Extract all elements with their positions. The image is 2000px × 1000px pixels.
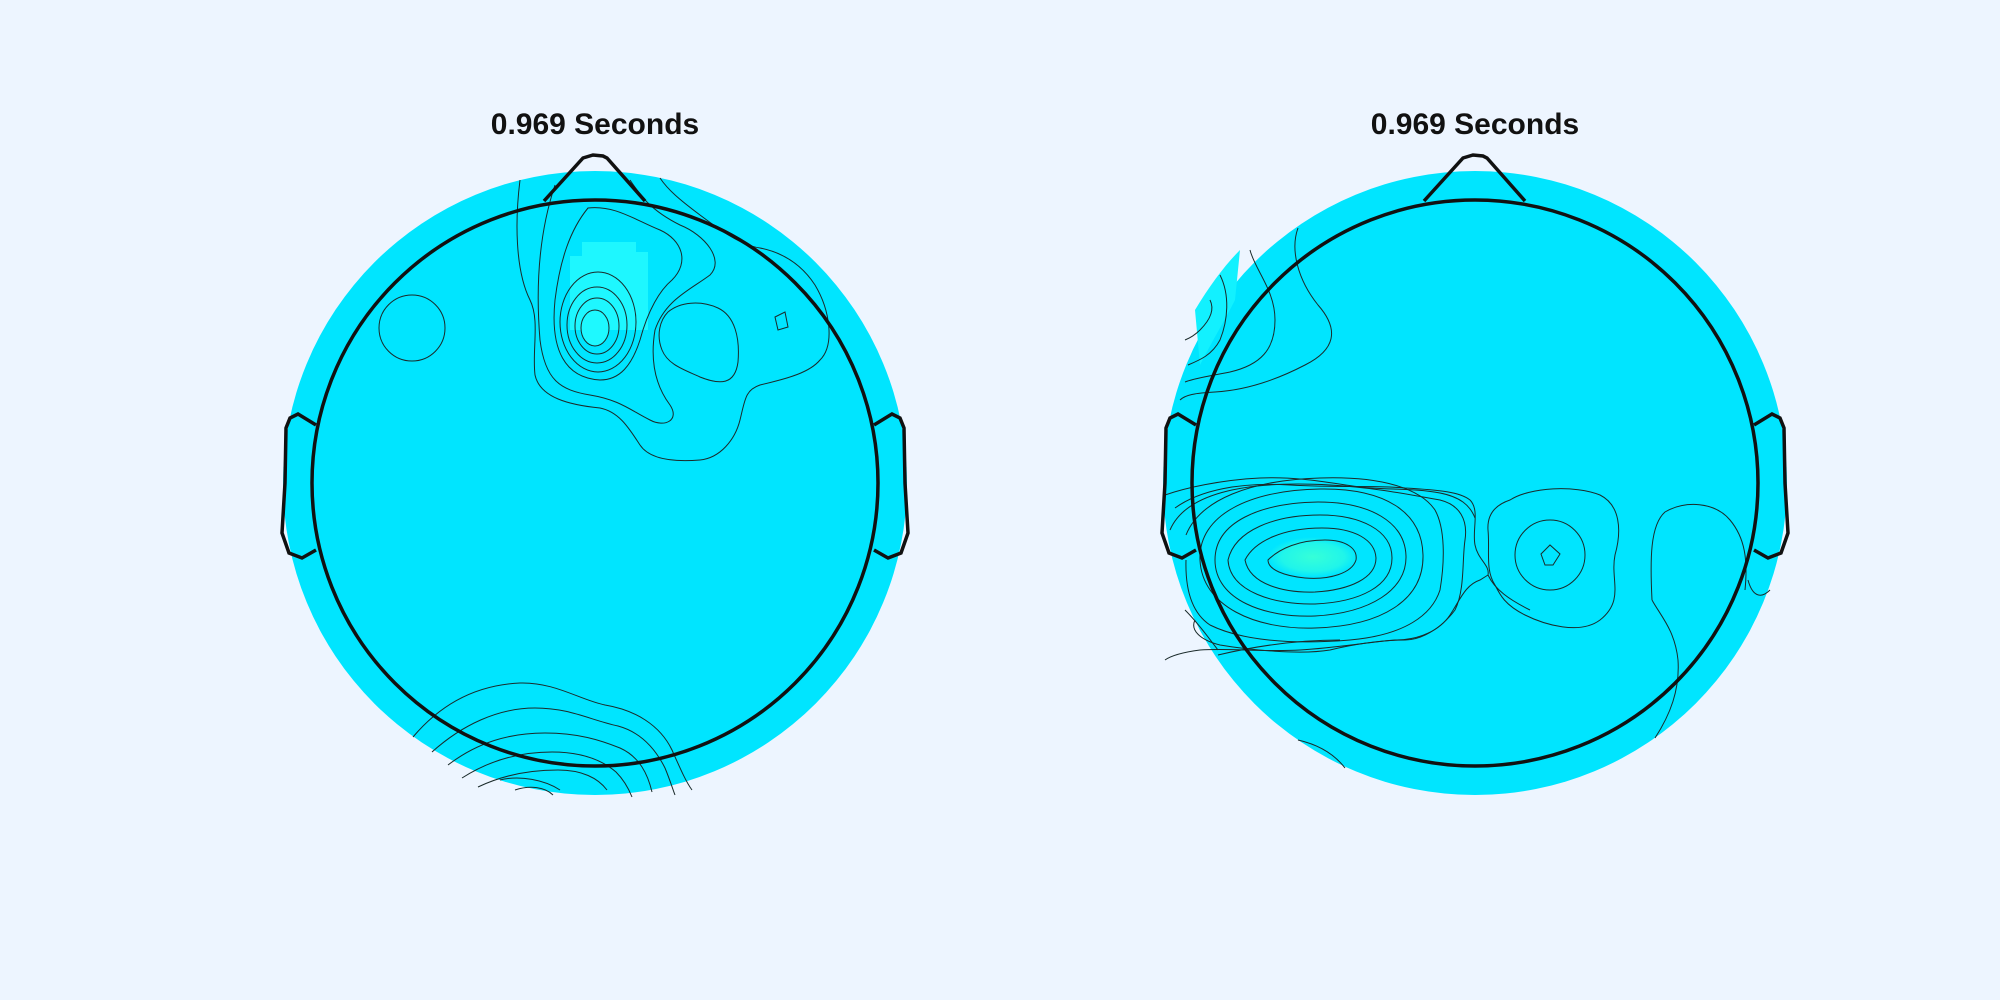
topomap-2-edge-patch [1195, 250, 1240, 365]
contour-line [1297, 739, 1346, 769]
topomap-2: 0.969 Seconds [1160, 108, 1790, 795]
head-circle [310, 198, 880, 768]
topomap-2-head-outline [1160, 153, 1790, 768]
topomap-1-field [283, 171, 907, 795]
contour-line [1164, 483, 1489, 661]
contour-line [1199, 488, 1424, 629]
contour-line [1651, 599, 1679, 739]
contour-line [461, 751, 633, 798]
contour-line [1187, 274, 1228, 366]
contour-line [516, 177, 830, 462]
topomap-1: 0.969 Seconds [280, 108, 910, 798]
contour-line [559, 271, 637, 373]
contour-line [774, 311, 789, 331]
contour-line [477, 769, 608, 791]
contour-line [1514, 519, 1586, 591]
topomap-1-head-outline [280, 153, 910, 768]
contour-line [1650, 503, 1747, 601]
contour-line [1747, 579, 1771, 596]
contour-line [1540, 544, 1561, 566]
left-ear-outline [280, 412, 317, 560]
contour-line [658, 302, 739, 383]
nose-outline [542, 153, 647, 203]
contour-line [1267, 539, 1357, 579]
right-ear-outline [1753, 412, 1790, 560]
topomap-1-contours [378, 177, 830, 798]
contour-line [378, 294, 446, 362]
contour-line [574, 297, 620, 355]
topomap-1-title: 0.969 Seconds [491, 108, 699, 141]
topomap-1-peak-core [581, 310, 609, 346]
topomap-1-peak-patch [570, 242, 648, 330]
contour-line [1184, 299, 1213, 341]
contour-line [1184, 249, 1276, 383]
contour-line [1217, 639, 1341, 656]
topomap-2-peak-patch [1268, 537, 1358, 577]
topomap-2-contours [1164, 227, 1771, 769]
contour-line [1184, 609, 1219, 651]
left-ear-outline [1160, 412, 1197, 560]
contour-line [1164, 477, 1476, 519]
contour-line [1214, 501, 1407, 617]
contour-line [1487, 574, 1531, 611]
contour-line [537, 179, 716, 424]
topomap-2-field [1163, 171, 1787, 795]
head-circle [1190, 198, 1760, 768]
contour-line [580, 309, 610, 347]
contour-line [499, 777, 561, 791]
nose-outline [1422, 153, 1527, 203]
contour-line [553, 207, 683, 381]
contour-line [1244, 527, 1377, 593]
right-ear-outline [873, 412, 910, 560]
contour-line [1185, 477, 1444, 643]
contour-line [514, 786, 554, 796]
contour-line [431, 707, 676, 796]
contour-line [1487, 488, 1620, 629]
contour-line [412, 682, 693, 791]
contour-line [1227, 514, 1393, 605]
topomap-2-title: 0.969 Seconds [1371, 108, 1579, 141]
contour-line [566, 286, 628, 364]
